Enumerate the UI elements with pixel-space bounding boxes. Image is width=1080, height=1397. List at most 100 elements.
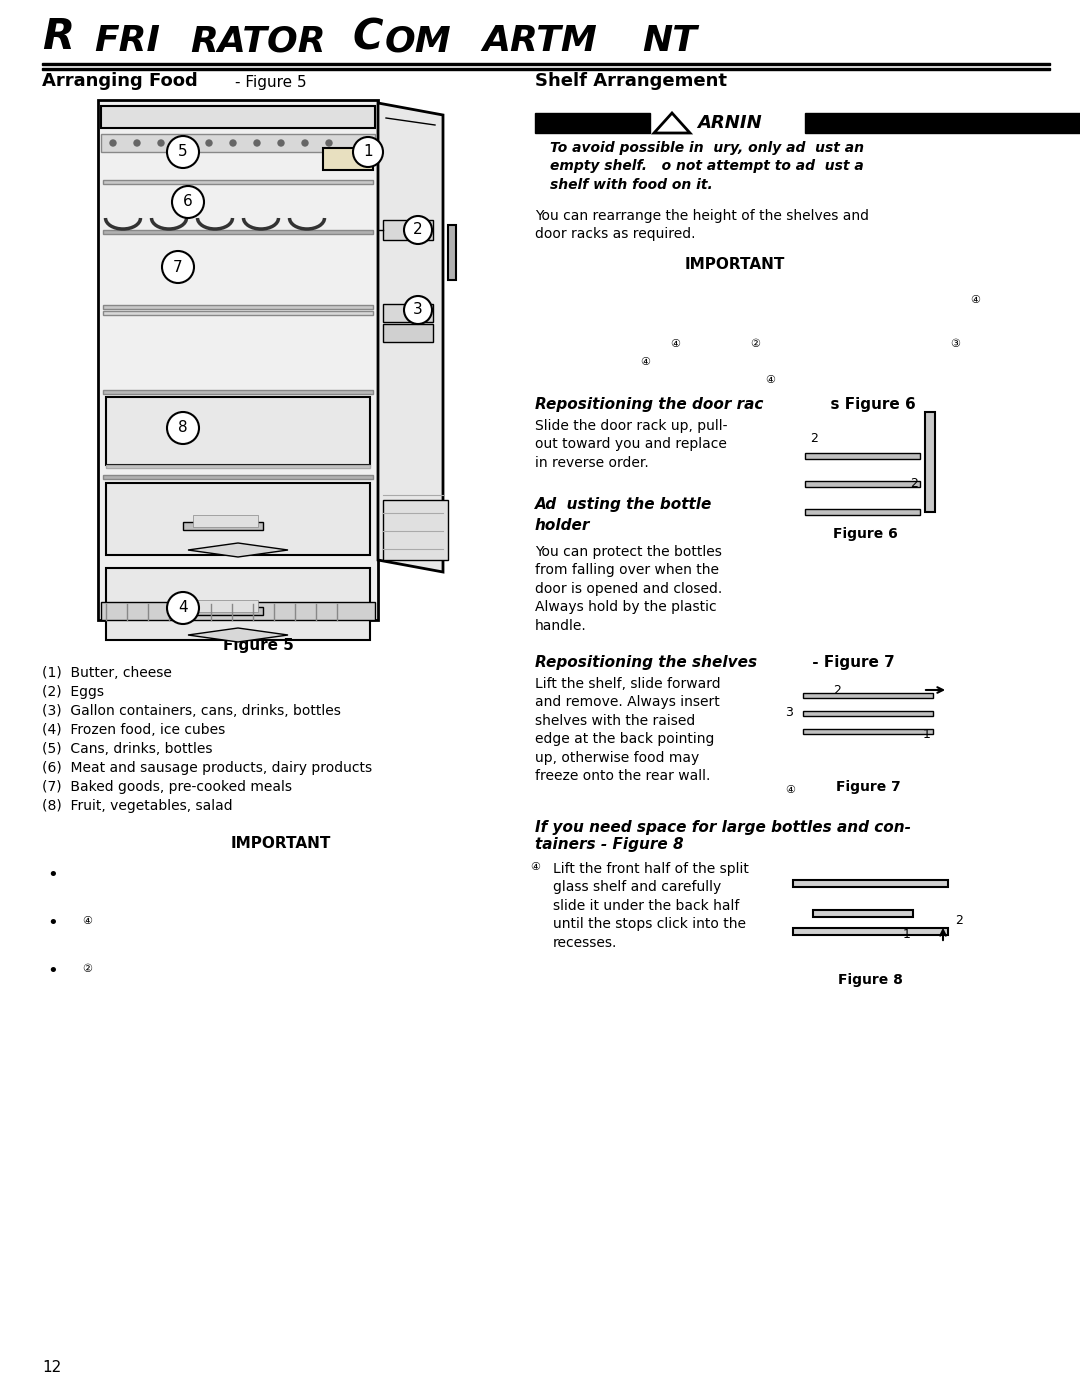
Bar (102, 134, 375, 152)
Text: 3: 3 (414, 303, 423, 317)
Text: IMPORTANT: IMPORTANT (685, 257, 785, 272)
Circle shape (162, 251, 194, 284)
Bar (183, 522, 264, 529)
Circle shape (353, 137, 383, 168)
Bar (805, 113, 1080, 133)
Bar (448, 225, 456, 279)
Circle shape (158, 140, 164, 147)
Text: •: • (48, 866, 57, 884)
Text: (2)  Eggs: (2) Eggs (42, 685, 104, 698)
Text: Figure 7: Figure 7 (836, 780, 901, 793)
Bar (183, 608, 264, 615)
Bar (805, 453, 920, 460)
Circle shape (134, 140, 140, 147)
Circle shape (167, 592, 199, 624)
Polygon shape (188, 543, 288, 557)
Text: R: R (42, 15, 75, 59)
Text: Lift the shelf, slide forward
and remove. Always insert
shelves with the raised
: Lift the shelf, slide forward and remove… (535, 678, 720, 782)
Text: (6)  Meat and sausage products, dairy products: (6) Meat and sausage products, dairy pro… (42, 761, 373, 775)
Bar (193, 599, 258, 612)
Text: Lift the front half of the split
glass shelf and carefully
slide it under the ba: Lift the front half of the split glass s… (553, 862, 748, 950)
Text: 2: 2 (810, 432, 818, 446)
Bar (535, 113, 650, 133)
Text: If you need space for large bottles and con-: If you need space for large bottles and … (535, 820, 912, 835)
Text: ②: ② (82, 964, 92, 974)
Bar (804, 729, 933, 733)
Text: 1: 1 (903, 929, 910, 942)
Bar (383, 305, 433, 321)
Text: 8: 8 (178, 420, 188, 436)
Circle shape (183, 140, 188, 147)
Text: Repositioning the shelves: Repositioning the shelves (535, 655, 757, 671)
Text: s Figure 6: s Figure 6 (820, 397, 916, 412)
Text: (5)  Cans, drinks, bottles: (5) Cans, drinks, bottles (42, 742, 213, 756)
Text: To avoid possible in  ury, only ad  ust an
empty shelf.   o not attempt to ad  u: To avoid possible in ury, only ad ust an… (550, 141, 864, 191)
Bar (793, 880, 948, 887)
Text: ④: ④ (530, 862, 540, 872)
Text: IMPORTANT: IMPORTANT (231, 835, 332, 851)
Text: Figure 8: Figure 8 (838, 972, 903, 988)
Text: (8)  Fruit, vegetables, salad: (8) Fruit, vegetables, salad (42, 799, 232, 813)
Text: C: C (352, 15, 382, 59)
Circle shape (110, 140, 116, 147)
Circle shape (230, 140, 237, 147)
Circle shape (254, 140, 260, 147)
Bar (42, 67, 1050, 70)
Text: Repositioning the door rac: Repositioning the door rac (535, 397, 764, 412)
Text: ④: ④ (765, 374, 775, 386)
Text: Slide the door rack up, pull-
out toward you and replace
in reverse order.: Slide the door rack up, pull- out toward… (535, 419, 728, 469)
Text: (7)  Baked goods, pre-cooked meals: (7) Baked goods, pre-cooked meals (42, 780, 292, 793)
Text: 1: 1 (923, 728, 931, 742)
Bar (193, 515, 258, 527)
Circle shape (172, 186, 204, 218)
Circle shape (302, 140, 308, 147)
Text: 5: 5 (178, 144, 188, 159)
Bar (383, 324, 433, 342)
Bar (106, 569, 370, 640)
Circle shape (278, 140, 284, 147)
Text: 7: 7 (173, 260, 183, 274)
Text: You can protect the bottles
from falling over when the
door is opened and closed: You can protect the bottles from falling… (535, 545, 723, 633)
Text: ④: ④ (82, 916, 92, 926)
Text: FRI: FRI (94, 24, 160, 59)
Text: ARTM: ARTM (482, 24, 597, 59)
Text: ARNIN: ARNIN (697, 115, 761, 131)
Circle shape (167, 412, 199, 444)
Text: 2: 2 (414, 222, 422, 237)
Bar (103, 312, 373, 314)
Text: ④: ④ (670, 339, 680, 349)
Bar (102, 106, 375, 129)
Bar (102, 602, 375, 620)
Bar (103, 390, 373, 394)
Bar (98, 101, 378, 620)
Text: Shelf Arrangement: Shelf Arrangement (535, 73, 727, 89)
Text: 2: 2 (833, 683, 841, 697)
Text: Figure 5: Figure 5 (222, 638, 294, 652)
Text: ④: ④ (785, 785, 795, 795)
Text: (4)  Frozen food, ice cubes: (4) Frozen food, ice cubes (42, 724, 226, 738)
Text: 3: 3 (785, 705, 793, 718)
Text: 2: 2 (955, 914, 963, 926)
Bar (323, 148, 373, 170)
Text: Ad  usting the bottle
holder: Ad usting the bottle holder (535, 497, 713, 534)
Text: ②: ② (750, 339, 760, 349)
Bar (103, 180, 373, 184)
Text: You can rearrange the height of the shelves and
door racks as required.: You can rearrange the height of the shel… (535, 210, 869, 242)
Bar (106, 483, 370, 555)
Circle shape (404, 296, 432, 324)
Text: OM: OM (384, 24, 451, 59)
Text: •: • (48, 914, 57, 932)
Bar (924, 412, 935, 511)
Text: 1: 1 (363, 144, 373, 159)
Text: Figure 6: Figure 6 (833, 527, 897, 541)
Text: 2: 2 (910, 476, 918, 490)
Text: 12: 12 (42, 1361, 62, 1375)
Bar (106, 397, 370, 465)
Text: ③: ③ (950, 339, 960, 349)
Circle shape (326, 140, 332, 147)
Polygon shape (378, 103, 443, 571)
Text: (3)  Gallon containers, cans, drinks, bottles: (3) Gallon containers, cans, drinks, bot… (42, 704, 341, 718)
Bar (804, 711, 933, 717)
Bar (103, 305, 373, 309)
Text: - Figure 7: - Figure 7 (807, 655, 894, 671)
